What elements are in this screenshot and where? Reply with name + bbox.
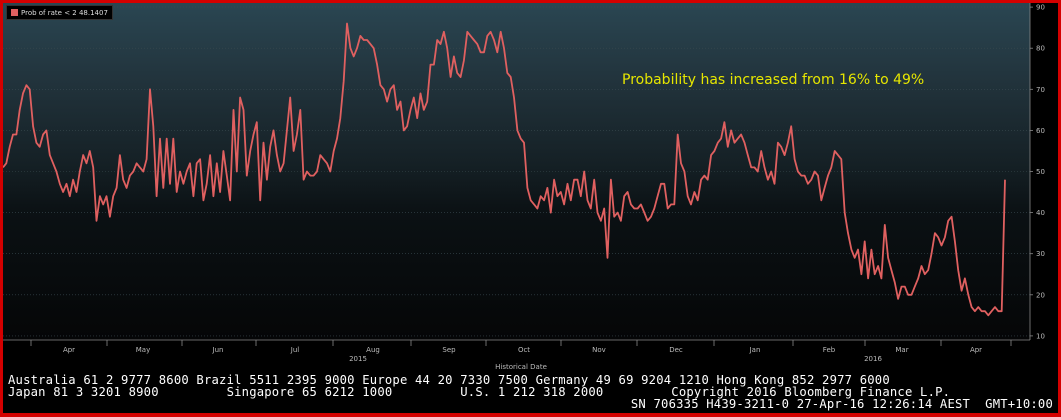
year-label: 2015 bbox=[349, 355, 367, 363]
x-tick-label: Dec bbox=[669, 346, 683, 354]
chart-annotation: Probability has increased from 16% to 49… bbox=[622, 72, 925, 88]
x-tick-label: Apr bbox=[63, 346, 75, 354]
y-tick-label: 40 bbox=[1036, 209, 1045, 217]
y-tick-label: 20 bbox=[1036, 291, 1045, 299]
y-tick-label: 60 bbox=[1036, 127, 1045, 135]
legend-swatch bbox=[11, 9, 18, 16]
series-line bbox=[3, 22, 1006, 317]
footer-contact-line-1: Australia 61 2 9777 8600 Brazil 5511 239… bbox=[8, 373, 890, 387]
x-tick-label: May bbox=[136, 346, 150, 354]
line-chart: 10 20 30 40 50 60 70 80 90 Apr May Jun Jul Aug Sep Oct… bbox=[3, 3, 1045, 371]
x-tick-label: Jan bbox=[749, 346, 761, 354]
y-tick-label: 90 bbox=[1036, 4, 1045, 12]
y-axis: 10 20 30 40 50 60 70 80 90 bbox=[1029, 3, 1045, 340]
x-tick-label: Oct bbox=[518, 346, 530, 354]
legend-label: Prob of rate < 2 48.1407 bbox=[21, 8, 108, 17]
footer-contact-line-2: Japan 81 3 3201 8900 Singapore 65 6212 1… bbox=[8, 385, 951, 399]
y-tick-label: 50 bbox=[1036, 168, 1045, 176]
y-tick-label: 80 bbox=[1036, 45, 1045, 53]
x-tick-label: Jul bbox=[290, 346, 300, 354]
series-group bbox=[3, 22, 1006, 317]
x-tick-label: Sep bbox=[442, 346, 456, 354]
x-axis: Apr May Jun Jul Aug Sep Oct Nov Dec Jan Feb Mar Apr 2… bbox=[3, 339, 1030, 363]
x-tick-label: Feb bbox=[823, 346, 836, 354]
y-tick-label: 10 bbox=[1036, 332, 1045, 340]
legend: Prob of rate < 2 48.1407 bbox=[6, 5, 113, 20]
x-tick-label: Aug bbox=[366, 346, 380, 354]
x-tick-label: Mar bbox=[895, 346, 908, 354]
x-axis-label: Historical Date bbox=[495, 363, 547, 371]
x-tick-label: Nov bbox=[592, 346, 606, 354]
year-label: 2016 bbox=[864, 355, 882, 363]
footer-session-line: SN 706335 H439-3211-0 27-Apr-16 12:26:14… bbox=[630, 397, 1053, 411]
y-tick-label: 30 bbox=[1036, 250, 1045, 258]
x-tick-label: Jun bbox=[212, 346, 224, 354]
x-tick-label: Apr bbox=[970, 346, 982, 354]
y-tick-label: 70 bbox=[1036, 86, 1045, 94]
